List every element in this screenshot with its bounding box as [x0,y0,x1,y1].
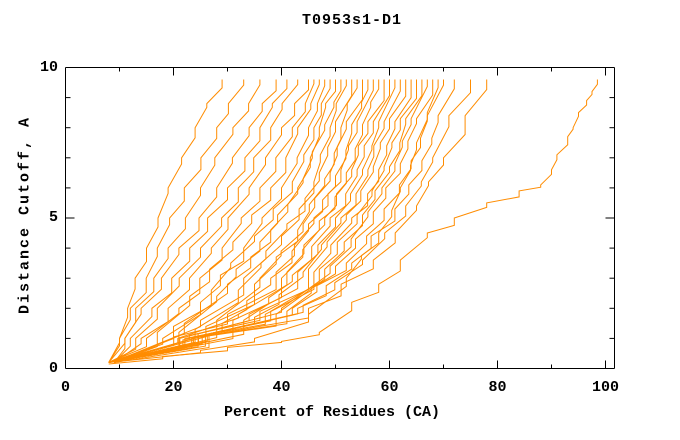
y-tick-label: 10 [39,58,58,76]
model-curve [108,79,315,363]
x-tick-label: 0 [60,379,71,396]
model-curve [108,79,598,365]
model-curve [108,79,299,363]
model-curve [108,79,277,363]
model-curve [108,79,336,363]
model-curve [113,79,309,363]
model-curve [108,79,223,363]
model-curve [108,79,369,363]
model-curve [108,79,455,363]
model-curve [119,79,353,360]
model-curve [108,79,439,363]
model-curve [119,79,407,360]
model-curves [108,79,598,365]
model-curve [113,79,342,363]
model-curve [108,79,358,363]
model-curve [114,79,471,363]
model-curve [108,79,423,363]
model-curve [108,79,245,363]
model-curve [113,79,320,363]
model-curve [113,79,261,363]
model-curve [119,79,374,360]
model-curve [108,79,434,363]
model-curve [119,79,331,360]
x-tick-label: 40 [272,379,291,396]
y-tick-label: 5 [48,209,58,226]
x-tick-label: 80 [488,379,507,396]
model-curve [108,79,390,363]
model-curve [113,79,363,363]
model-curve [108,79,401,363]
model-curve [113,79,288,363]
model-curve [119,79,428,360]
x-tick-label: 100 [591,379,620,396]
model-curve [113,79,396,363]
axes-and-ticks [65,67,615,369]
x-tick-label: 20 [164,379,183,396]
x-tick-label: 60 [380,379,399,396]
model-curve [108,79,326,363]
y-tick-label: 0 [48,359,58,377]
model-curve [108,79,380,363]
x-axis-label: Percent of Residues (CA) [223,404,441,421]
model-curve [113,79,417,363]
chart-title: T0953s1-D1 [301,12,403,29]
model-curve [113,79,444,363]
model-curve [113,79,385,363]
